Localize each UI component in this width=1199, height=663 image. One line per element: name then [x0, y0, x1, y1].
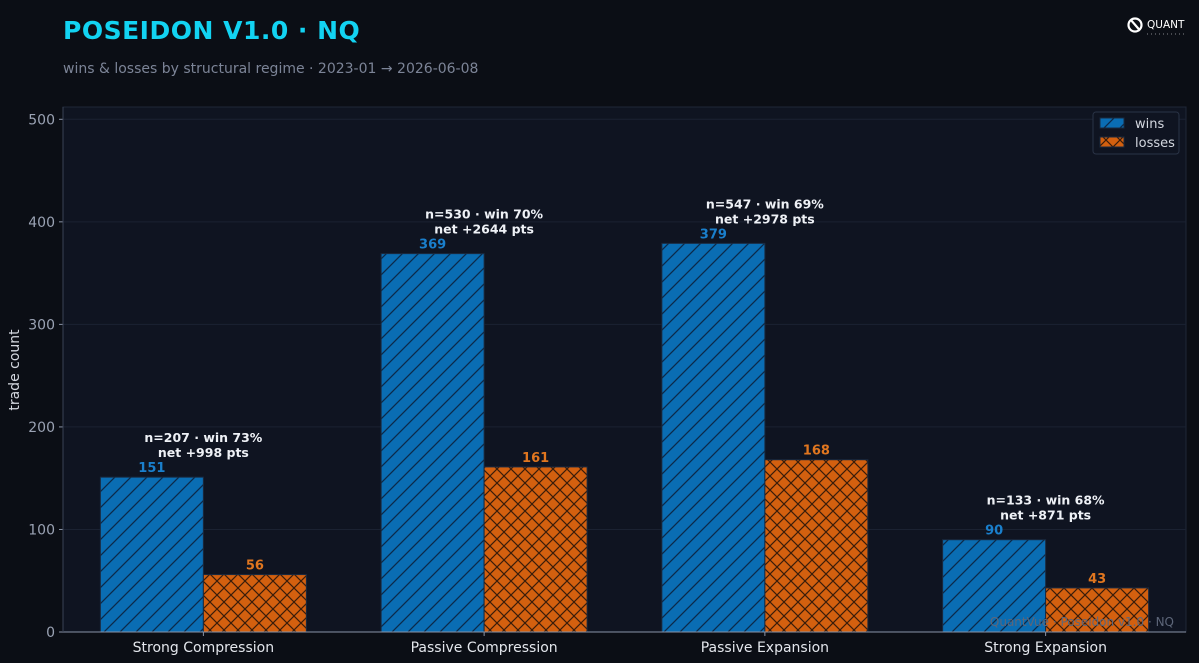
annotation-line1: n=547 · win 69%	[706, 196, 824, 211]
annotation-line2: net +871 pts	[1000, 508, 1091, 523]
y-tick-label: 500	[28, 112, 55, 128]
legend-label-losses: losses	[1135, 136, 1175, 151]
x-tick-label: Passive Expansion	[701, 640, 829, 656]
wins-value-label: 369	[419, 238, 446, 253]
annotation-line2: net +998 pts	[158, 445, 249, 460]
brand-logo: QUANT	[1127, 14, 1189, 38]
annotation-line1: n=207 · win 73%	[144, 430, 262, 445]
y-tick-label: 0	[46, 625, 55, 641]
annotation-line1: n=530 · win 70%	[425, 207, 543, 222]
watermark: QuantVue · Poseidon v1.0 · NQ	[990, 615, 1174, 629]
wins-bar	[942, 539, 1047, 633]
wins-value-label: 379	[700, 227, 727, 242]
annotation-line1: n=133 · win 68%	[987, 493, 1105, 508]
losses-value-label: 43	[1088, 572, 1106, 587]
wins-bar	[380, 253, 485, 633]
chart-title: POSEIDON V1.0 · NQ	[63, 16, 361, 45]
annotation-line2: net +2978 pts	[715, 211, 815, 226]
wins-bar	[661, 242, 766, 633]
annotation-line2: net +2644 pts	[434, 222, 534, 237]
legend-label-wins: wins	[1135, 117, 1164, 132]
wins-bar	[99, 476, 204, 633]
brand-name: QUANT	[1147, 19, 1185, 31]
losses-bar	[764, 459, 869, 633]
axes: 0 100 200 300 400 500 Strong Compression Passiv…	[28, 107, 1186, 656]
losses-bar	[1045, 587, 1150, 633]
chart-subtitle: wins & losses by structural regime · 202…	[63, 61, 479, 77]
x-tick-label: Strong Expansion	[984, 640, 1107, 656]
wins-value-label: 151	[138, 461, 165, 476]
legend-swatch-losses	[1099, 136, 1125, 148]
losses-value-label: 161	[522, 451, 549, 466]
x-tick-label: Strong Compression	[133, 640, 274, 656]
wins-value-label: 90	[985, 524, 1003, 539]
quant-logo-icon: QUANT	[1127, 17, 1185, 35]
grid	[63, 118, 1186, 530]
y-tick-label: 100	[28, 522, 55, 538]
losses-bar	[202, 574, 307, 633]
bars	[99, 242, 1150, 633]
legend[interactable]: wins losses	[1092, 111, 1180, 155]
labels: 151 56 n=207 · win 73%net +998 pts 369 161 n=…	[138, 196, 1106, 587]
losses-value-label: 168	[803, 444, 830, 459]
losses-value-label: 56	[246, 559, 264, 574]
y-tick-label: 300	[28, 317, 55, 333]
x-tick-label: Passive Compression	[411, 640, 558, 656]
y-tick-label: 400	[28, 215, 55, 231]
legend-swatch-wins	[1099, 117, 1125, 129]
y-tick-label: 200	[28, 420, 55, 436]
losses-bar	[483, 466, 588, 633]
y-axis-label: trade count	[7, 329, 23, 411]
